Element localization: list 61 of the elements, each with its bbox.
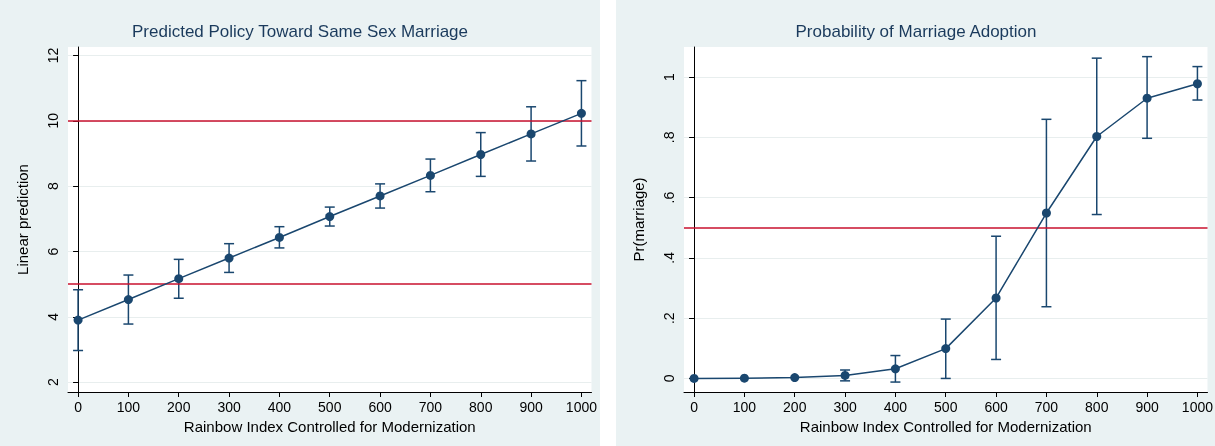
point [325, 212, 335, 222]
x-tick-label: 300 [217, 399, 241, 415]
x-tick-label: 400 [267, 399, 292, 415]
point [689, 373, 699, 383]
x-tick-label: 0 [74, 399, 83, 415]
x-tick-label: 800 [469, 399, 493, 415]
point [991, 293, 1001, 303]
y-tick-label: 8 [45, 182, 61, 191]
y-tick-label: .2 [660, 312, 677, 325]
point [940, 344, 950, 354]
y-tick-label: 12 [45, 47, 61, 64]
y-tick-label: 10 [45, 112, 61, 129]
point [1142, 93, 1152, 103]
point [576, 108, 586, 118]
point [526, 129, 536, 139]
y-tick-label: 0 [660, 374, 677, 383]
y-axis-title: Pr(marriage) [629, 177, 647, 262]
y-tick-label: 6 [45, 247, 61, 256]
x-tick-label: 900 [519, 399, 543, 415]
x-tick-label: 700 [418, 399, 443, 415]
x-axis-title: Rainbow Index Controlled for Modernization [799, 417, 1092, 435]
x-tick-label: 400 [883, 399, 907, 415]
x-tick-label: 100 [732, 399, 756, 415]
x-tick-label: 500 [933, 399, 958, 415]
point [274, 232, 284, 242]
point [890, 364, 900, 374]
x-tick-label: 1000 [565, 399, 598, 415]
point [789, 373, 799, 383]
x-tick-label: 0 [689, 399, 698, 415]
x-tick-label: 600 [368, 399, 392, 415]
point [739, 373, 749, 383]
x-tick-label: 200 [167, 399, 191, 415]
y-tick-label: .8 [660, 131, 677, 144]
y-tick-label: 4 [45, 312, 61, 321]
y-tick-label: .4 [660, 251, 677, 264]
x-tick-label: 800 [1084, 399, 1109, 415]
point [123, 295, 133, 305]
x-tick-label: 100 [116, 399, 141, 415]
x-tick-label: 200 [782, 399, 807, 415]
x-tick-label: 700 [1034, 399, 1058, 415]
chart-title: Predicted Policy Toward Same Sex Marriage [131, 22, 469, 41]
x-tick-label: 900 [1134, 399, 1159, 415]
x-tick-label: 500 [318, 399, 342, 415]
point [425, 170, 435, 180]
point [174, 274, 184, 284]
y-axis-title: Linear prediction [14, 164, 31, 275]
chart-title: Probability of Marriage Adoption [795, 22, 1036, 41]
point [224, 253, 234, 263]
point [1041, 208, 1051, 218]
y-tick-label: 2 [45, 378, 61, 387]
point [73, 315, 83, 325]
y-tick-label: 1 [660, 73, 677, 82]
y-tick-label: .6 [660, 191, 677, 204]
x-tick-label: 1000 [1181, 399, 1213, 415]
x-axis-title: Rainbow Index Controlled for Modernization [183, 417, 476, 435]
point [375, 191, 385, 201]
point [1192, 79, 1202, 89]
point [1091, 131, 1101, 141]
x-tick-label: 600 [983, 399, 1008, 415]
point [476, 149, 486, 159]
x-tick-label: 300 [832, 399, 857, 415]
